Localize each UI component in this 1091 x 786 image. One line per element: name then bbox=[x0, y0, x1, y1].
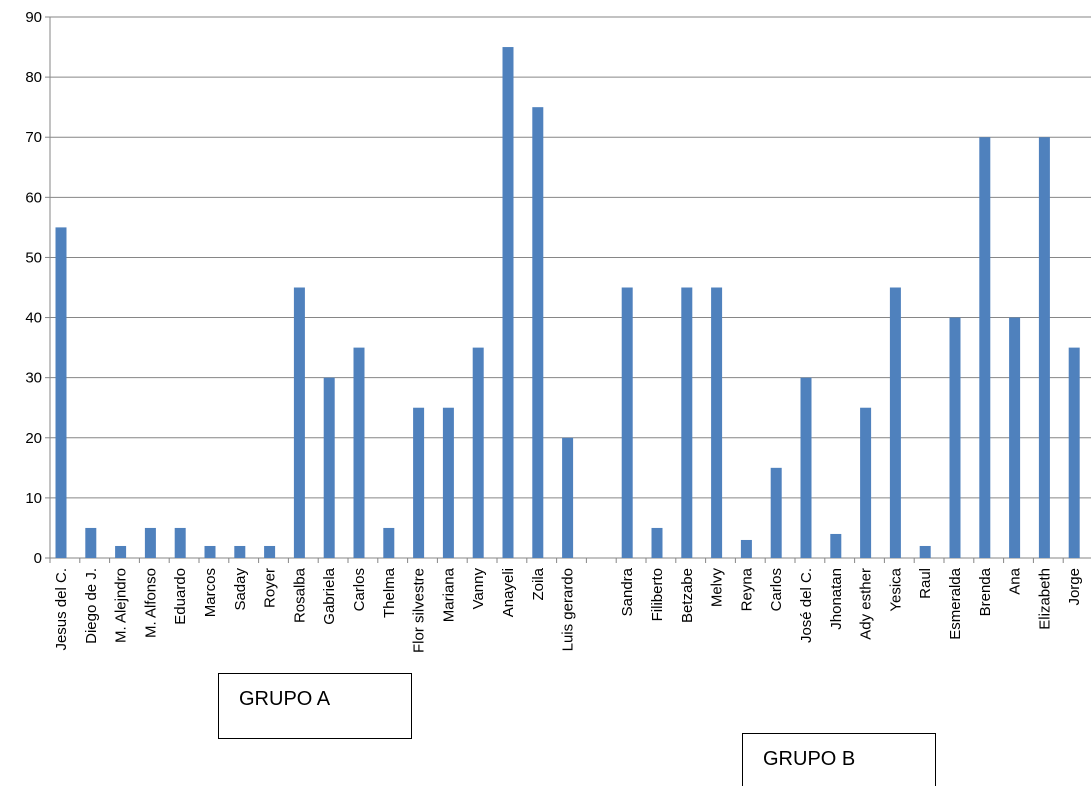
x-tick-label: Luis gerardo bbox=[560, 568, 577, 651]
x-tick-label: Anayeli bbox=[500, 568, 517, 617]
x-tick-label: Zoila bbox=[530, 567, 547, 600]
bar bbox=[55, 227, 67, 558]
group-b-annotation: GRUPO B bbox=[742, 733, 936, 786]
x-tick-label: Vanny bbox=[470, 568, 487, 610]
x-tick-label: Esmeralda bbox=[947, 567, 964, 639]
x-tick-label: Gabriela bbox=[321, 567, 338, 624]
bar bbox=[85, 527, 97, 558]
bar bbox=[472, 347, 484, 558]
bar bbox=[234, 545, 246, 558]
bar bbox=[979, 137, 991, 558]
bar bbox=[1009, 317, 1021, 558]
y-tick-label: 30 bbox=[25, 370, 42, 387]
bar bbox=[502, 47, 514, 559]
bars bbox=[55, 47, 1080, 559]
x-tick-label: Reyna bbox=[738, 567, 755, 611]
x-tick-label: Jesus del C. bbox=[53, 568, 70, 651]
bar bbox=[740, 539, 752, 558]
bar bbox=[383, 527, 395, 558]
bar bbox=[174, 527, 186, 558]
x-tick-label: Melvy bbox=[709, 568, 726, 608]
y-tick-label: 10 bbox=[25, 490, 42, 507]
bar bbox=[711, 287, 723, 558]
bar bbox=[919, 545, 931, 558]
x-tick-label: Brenda bbox=[977, 567, 994, 616]
group-a-label: GRUPO A bbox=[239, 688, 331, 710]
group-a-annotation: GRUPO A bbox=[218, 673, 412, 739]
bar bbox=[562, 437, 574, 558]
group-b-label: GRUPO B bbox=[763, 748, 856, 770]
bar bbox=[115, 545, 127, 558]
x-tick-label: Royer bbox=[262, 568, 279, 608]
x-tick-label: Marcos bbox=[202, 568, 219, 617]
bar bbox=[889, 287, 901, 558]
x-tick-label: Jhonatan bbox=[828, 568, 845, 630]
x-tick-label: Carlos bbox=[768, 568, 785, 611]
x-tick-label: Mariana bbox=[440, 567, 457, 622]
y-tick-label: 50 bbox=[25, 249, 42, 266]
x-tick-labels: Jesus del C. Diego de J. M. Alejndro M. Alf… bbox=[53, 567, 1083, 653]
x-tick-label: Filiberto bbox=[649, 568, 666, 621]
x-tick-label: Eduardo bbox=[172, 568, 189, 625]
x-tick-label: Raul bbox=[917, 568, 934, 599]
x-tick-label: M. Alejndro bbox=[113, 568, 130, 643]
bar bbox=[353, 347, 365, 558]
x-tick-label: Thelma bbox=[381, 567, 398, 618]
y-tick-labels: 0 10 20 30 40 50 60 70 80 90 bbox=[25, 9, 42, 567]
bar bbox=[770, 467, 782, 558]
bar bbox=[204, 545, 216, 558]
bar bbox=[621, 287, 633, 558]
y-tick-label: 80 bbox=[25, 69, 42, 86]
bar bbox=[144, 527, 156, 558]
y-tick-label: 20 bbox=[25, 430, 42, 447]
x-tick-label: Flor silvestre bbox=[411, 568, 428, 653]
x-tick-label: Diego de J. bbox=[83, 568, 100, 644]
bar bbox=[681, 287, 693, 558]
x-tick-label: Rosalba bbox=[291, 567, 308, 623]
x-tick-label: Elizabeth bbox=[1036, 568, 1053, 630]
x-tick-label: Carlos bbox=[351, 568, 368, 611]
bar bbox=[442, 407, 454, 558]
bar bbox=[1068, 347, 1080, 558]
y-tick-label: 40 bbox=[25, 310, 42, 327]
y-tick-label: 0 bbox=[34, 550, 42, 567]
bar bbox=[800, 377, 812, 558]
x-tick-label: José del C. bbox=[798, 568, 815, 643]
bar bbox=[293, 287, 305, 558]
bar bbox=[830, 533, 842, 558]
x-tick-label: M. Alfonso bbox=[142, 568, 159, 638]
x-tick-label: Sandra bbox=[619, 567, 636, 616]
bar bbox=[651, 527, 663, 558]
x-tick-label: Betzabe bbox=[679, 568, 696, 623]
bar bbox=[323, 377, 335, 558]
x-tick-label: Saday bbox=[232, 568, 249, 611]
x-tick-label: Jorge bbox=[1066, 568, 1083, 606]
y-tick-label: 60 bbox=[25, 189, 42, 206]
x-tick-label: Ana bbox=[1007, 567, 1024, 594]
y-tick-label: 90 bbox=[25, 9, 42, 26]
bar bbox=[264, 545, 276, 558]
bar bbox=[1038, 137, 1050, 558]
bar bbox=[949, 317, 961, 558]
y-tick-label: 70 bbox=[25, 129, 42, 146]
bar bbox=[413, 407, 425, 558]
x-tick-label: Yesica bbox=[887, 567, 904, 611]
gridlines bbox=[50, 16, 1091, 499]
x-tick-label: Ady esther bbox=[858, 568, 875, 640]
bar bbox=[860, 407, 872, 558]
bar bbox=[532, 107, 544, 559]
